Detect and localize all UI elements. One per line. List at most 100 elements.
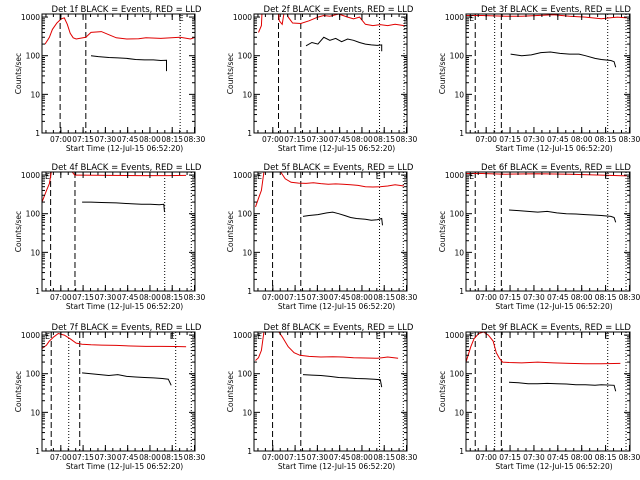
x-tick-label: 08:15: [373, 293, 395, 302]
x-tick-label: 07:15: [499, 453, 521, 462]
y-tick-label: 1: [247, 447, 252, 456]
series-group: [42, 332, 187, 386]
x-tick-label: 08:15: [595, 293, 617, 302]
x-tick-label: 07:15: [499, 293, 521, 302]
panel-title: Det 6f BLACK = Events, RED = LLD: [481, 163, 631, 173]
y-tick-label: 1000: [21, 171, 40, 180]
events-series-line: [302, 211, 383, 226]
plot-frame: [41, 331, 196, 452]
series-group: [255, 172, 405, 226]
y-tick-label: 100: [26, 210, 41, 219]
x-tick-label: 08:00: [571, 453, 593, 462]
y-axis-label: Counts/sec: [14, 211, 23, 252]
event-marker-label: E: [376, 172, 381, 181]
panel-2: 1 10 100 1000 07:00 07:15 07:30 07:45 08:00 08:15…: [226, 5, 418, 153]
events-series-line: [508, 381, 617, 392]
lld-series-line: [255, 172, 405, 208]
y-axis-label: Counts/sec: [226, 371, 235, 412]
x-tick-label: 07:15: [72, 293, 94, 302]
y-tick-label: 10: [30, 408, 40, 417]
x-tick-label: 07:15: [72, 135, 94, 144]
x-tick-label: 07:30: [95, 135, 117, 144]
x-tick-label: 07:30: [523, 293, 545, 302]
x-tick-label: 08:30: [184, 453, 206, 462]
panel-title: Det 4f BLACK = Events, RED = LLD: [52, 163, 202, 173]
events-series-line: [82, 201, 165, 213]
panel-title: Det 1f BLACK = Events, RED = LLD: [52, 5, 202, 15]
x-tick-label: 07:45: [329, 453, 351, 462]
y-tick-label: 1: [459, 447, 464, 456]
plot-frame: [465, 13, 631, 134]
y-tick-label: 10: [30, 90, 40, 99]
x-tick-label: 07:30: [523, 453, 545, 462]
series-group: [258, 14, 405, 52]
events-series-line: [510, 51, 617, 68]
y-tick-label: 10: [242, 408, 252, 417]
x-tick-label: 08:15: [595, 453, 617, 462]
x-tick-label: 07:30: [307, 293, 329, 302]
y-tick-label: 10: [242, 248, 252, 257]
x-tick-label: 07:45: [329, 135, 351, 144]
y-axis-label: Counts/sec: [438, 211, 447, 252]
y-axis-label: Counts/sec: [438, 53, 447, 94]
x-tick-label: 07:00: [262, 293, 284, 302]
x-tick-label: 07:45: [547, 453, 569, 462]
x-tick-label: 08:00: [351, 293, 373, 302]
x-tick-label: 07:15: [72, 453, 94, 462]
y-tick-label: 10: [454, 408, 464, 417]
y-tick-label: 100: [450, 370, 465, 379]
event-marker-label: E: [179, 14, 184, 23]
event-marker-label: E: [45, 332, 50, 341]
y-tick-label: 1: [35, 447, 40, 456]
panel-title: Det 3f BLACK = Events, RED = LLD: [481, 5, 631, 15]
panel-1: E 1 10 100 1000 07:00 07:15 07:30 07:45 08:00 08:1…: [14, 5, 206, 153]
x-tick-label: 08:00: [571, 135, 593, 144]
x-tick-label: 07:45: [547, 135, 569, 144]
y-axis-label: Counts/sec: [226, 53, 235, 94]
x-tick-label: 08:30: [396, 135, 418, 144]
y-tick-label: 10: [30, 248, 40, 257]
y-tick-label: 1000: [233, 171, 252, 180]
x-tick-label: 08:15: [373, 135, 395, 144]
x-tick-label: 07:00: [475, 293, 497, 302]
y-tick-label: 100: [450, 210, 465, 219]
x-tick-label: 08:30: [619, 293, 640, 302]
x-tick-label: 08:30: [619, 135, 640, 144]
y-axis-label: Counts/sec: [14, 371, 23, 412]
y-tick-label: 100: [238, 52, 253, 61]
panel-title: Det 9f BLACK = Events, RED = LLD: [481, 323, 631, 333]
lld-series-line: [466, 14, 627, 20]
x-tick-label: 07:45: [117, 135, 139, 144]
x-tick-label: 07:00: [262, 135, 284, 144]
x-tick-label: 08:00: [571, 293, 593, 302]
y-axis-label: Counts/sec: [438, 371, 447, 412]
plot-frame: [41, 13, 196, 134]
panel-4: E 1 10 100 1000 07:00 07:15 07:30 07:45 08:00 08:1…: [14, 163, 206, 311]
lld-series-line: [466, 332, 621, 365]
x-tick-label: 08:00: [351, 135, 373, 144]
y-tick-label: 100: [238, 210, 253, 219]
y-axis-label: Counts/sec: [14, 53, 23, 94]
panel-title: Det 7f BLACK = Events, RED = LLD: [52, 323, 202, 333]
x-axis-label: Start Time (12-Jul-15 06:52:20): [495, 462, 612, 471]
panel-7: EE110100100007:0007:1507:3007:4508:0008:…: [14, 323, 206, 471]
series-group: [44, 17, 195, 72]
lld-series-line: [42, 172, 187, 203]
y-tick-label: 1: [35, 287, 40, 296]
x-tick-label: 07:45: [117, 453, 139, 462]
panel-title: Det 5f BLACK = Events, RED = LLD: [264, 163, 414, 173]
lld-series-line: [255, 332, 399, 361]
y-tick-label: 100: [238, 370, 253, 379]
x-tick-label: 08:15: [161, 293, 183, 302]
series-group: [466, 173, 627, 223]
event-marker-label: E: [376, 332, 381, 341]
x-tick-label: 07:15: [284, 135, 306, 144]
x-tick-label: 07:30: [95, 453, 117, 462]
event-marker-label: E: [257, 172, 262, 181]
event-marker-label: E: [469, 172, 474, 181]
lld-series-line: [466, 173, 627, 177]
event-marker-label: E: [605, 332, 610, 341]
y-tick-label: 1: [247, 287, 252, 296]
